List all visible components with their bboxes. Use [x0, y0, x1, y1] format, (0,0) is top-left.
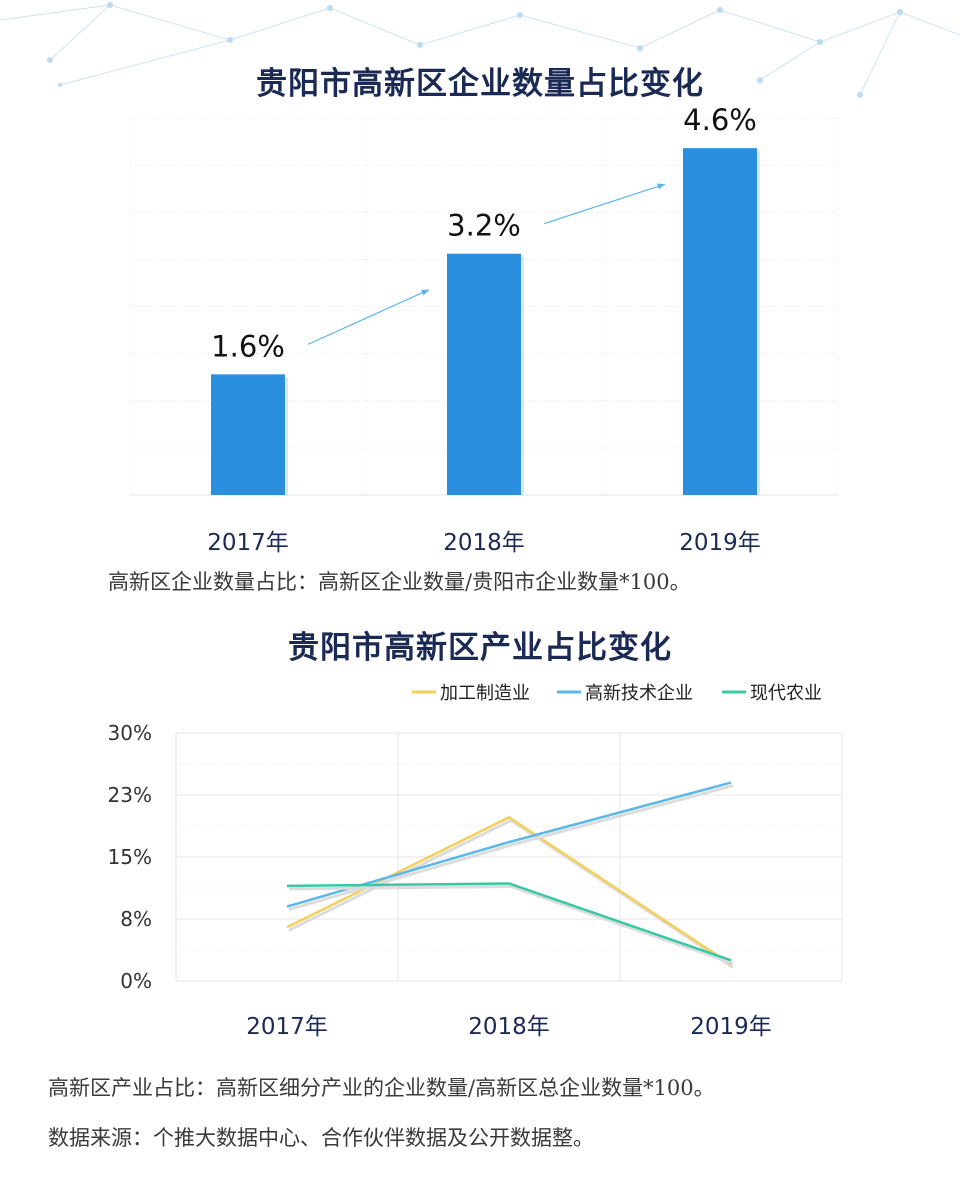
industry-share-line-chart: 30% 23% 15% 8% 0% 2017年 2018年 2019年 加工制造业 高新技术企业 现… — [108, 683, 843, 1040]
bar-2019年 — [683, 148, 757, 495]
data-source-note: 数据来源：个推大数据中心、合作伙伴数据及公开数据整。 — [48, 1126, 594, 1150]
series-line-shadow — [288, 884, 734, 965]
x-tick-label: 2019年 — [679, 530, 761, 556]
bar-value-label: 3.2% — [447, 209, 521, 243]
bar-value-label: 4.6% — [683, 103, 757, 137]
y-tick-label: 23% — [108, 783, 152, 807]
x-tick-label: 2018年 — [468, 1014, 550, 1040]
x-tick-label: 2019年 — [690, 1014, 772, 1040]
series-line-1 — [286, 815, 732, 966]
legend-label: 加工制造业 — [440, 683, 530, 704]
y-tick-label: 8% — [120, 907, 152, 931]
bar-2017年 — [211, 374, 285, 495]
series-line-shadow — [288, 784, 734, 912]
legend-label: 现代农业 — [750, 683, 822, 704]
series-line-3 — [286, 882, 732, 962]
x-tick-label: 2017年 — [207, 530, 289, 556]
y-tick-label: 30% — [108, 721, 152, 745]
chart2-formula-note: 高新区产业占比：高新区细分产业的企业数量/高新区总企业数量*100。 — [48, 1076, 715, 1100]
x-tick-label: 2018年 — [443, 530, 525, 556]
chart1-formula-note: 高新区企业数量占比：高新区企业数量/贵阳市企业数量*100。 — [108, 570, 691, 594]
series-line-shadow — [288, 818, 734, 969]
chart2-title: 贵阳市高新区产业占比变化 — [288, 630, 672, 666]
trend-arrow-head — [421, 289, 429, 296]
trend-arrow — [543, 183, 666, 225]
trend-arrow — [307, 289, 430, 345]
legend-label: 高新技术企业 — [585, 683, 693, 704]
company-share-bar-chart: 1.6% 2017年 3.2% 2018年 4.6% 2019年 — [129, 103, 839, 556]
trend-arrow-head — [657, 183, 665, 190]
bar-value-label: 1.6% — [211, 329, 285, 363]
y-tick-label: 15% — [108, 845, 152, 869]
x-tick-label: 2017年 — [246, 1014, 328, 1040]
y-tick-label: 0% — [120, 969, 152, 993]
network-background — [0, 2, 960, 98]
chart1-title: 贵阳市高新区企业数量占比变化 — [256, 66, 704, 102]
bar-2018年 — [447, 253, 521, 495]
